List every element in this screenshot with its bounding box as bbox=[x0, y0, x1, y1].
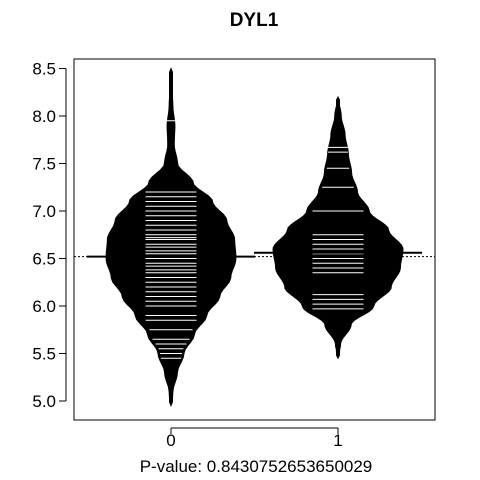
y-tick-label: 8.5 bbox=[32, 60, 56, 79]
y-tick-label: 6.5 bbox=[32, 250, 56, 269]
y-tick-label: 7.5 bbox=[32, 155, 56, 174]
bean-1 bbox=[254, 95, 422, 360]
bean-0 bbox=[87, 67, 255, 408]
y-tick-label: 6.0 bbox=[32, 297, 56, 316]
chart-title: DYL1 bbox=[230, 10, 279, 31]
x-tick-label: 0 bbox=[166, 431, 175, 450]
y-tick-label: 8.0 bbox=[32, 107, 56, 126]
beans-layer bbox=[87, 67, 422, 408]
y-axis: 5.0 5.5 6.0 6.5 7.0 7.5 8.0 8.5 bbox=[32, 60, 67, 411]
bean-density-shape bbox=[272, 95, 404, 360]
x-tick-label: 1 bbox=[333, 431, 342, 450]
y-tick-label: 7.0 bbox=[32, 202, 56, 221]
x-axis-label: P-value: 0.8430752653650029 bbox=[140, 457, 373, 476]
plot-frame bbox=[73, 58, 436, 421]
y-tick-label: 5.5 bbox=[32, 345, 56, 364]
y-tick-label: 5.0 bbox=[32, 392, 56, 411]
